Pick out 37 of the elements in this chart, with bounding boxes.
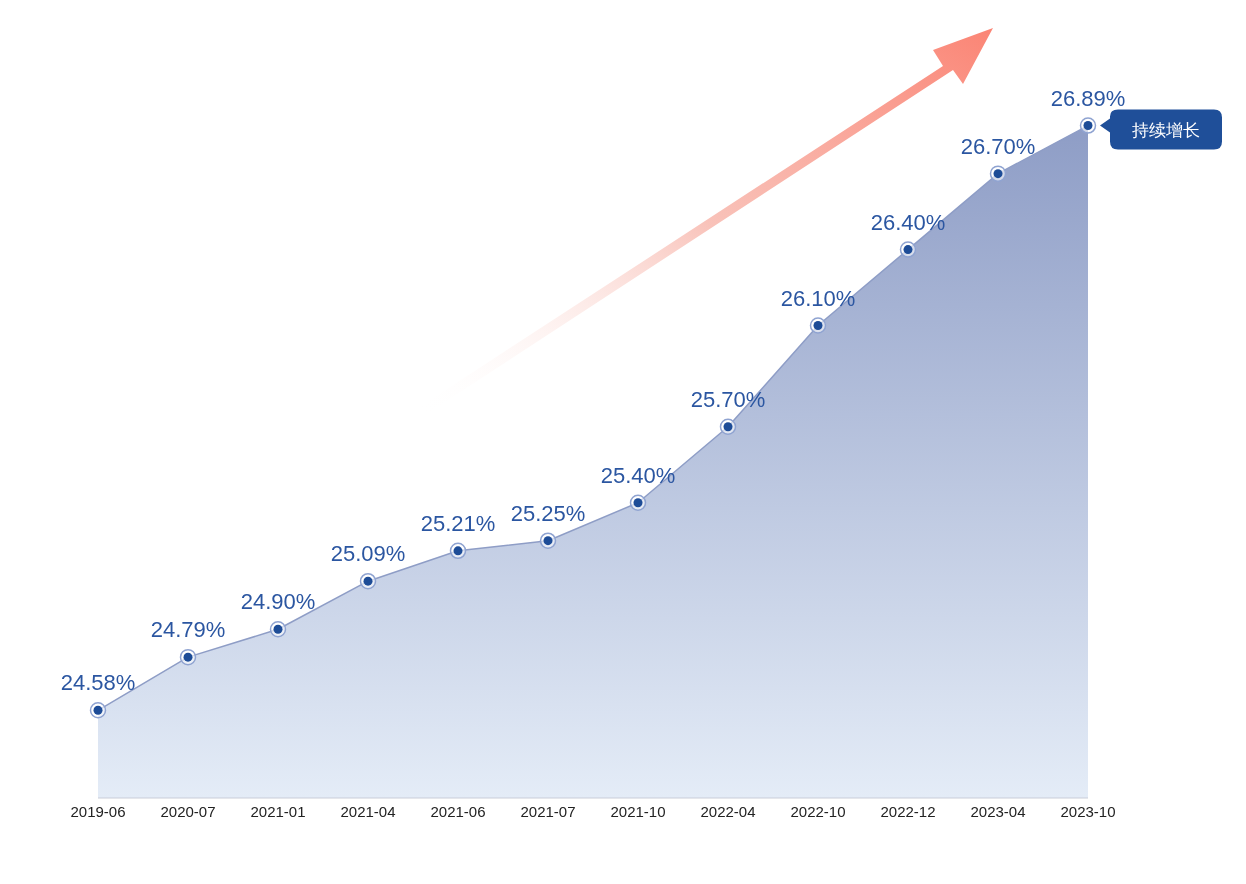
- data-label: 24.79%: [150, 617, 226, 643]
- annotation: 持续增长: [1132, 120, 1200, 140]
- point: [359, 572, 377, 590]
- data-label: 25.25%: [510, 500, 586, 526]
- point: [1079, 117, 1097, 134]
- x-tick-label: 2021-07: [520, 802, 576, 820]
- data-label: 25.21%: [420, 510, 496, 536]
- point: [539, 532, 557, 549]
- point: [449, 542, 467, 560]
- x-tick-label: 2021-10: [610, 802, 666, 820]
- x-tick-label: 2022-04: [700, 802, 756, 820]
- x-tick-label: 2020-07: [160, 802, 216, 820]
- x-tick-label: 2021-04: [340, 802, 396, 820]
- point: [89, 702, 107, 719]
- data-label: 26.89%: [1050, 85, 1126, 111]
- data-label: 26.70%: [960, 133, 1036, 159]
- data-label: 25.40%: [600, 462, 676, 488]
- data-label: 25.70%: [690, 386, 766, 412]
- data-label: 25.09%: [330, 541, 406, 567]
- x-tick-label: 2023-04: [970, 802, 1026, 820]
- point: [719, 418, 737, 436]
- data-label: 26.10%: [780, 285, 856, 311]
- point: [989, 165, 1007, 182]
- point: [629, 494, 647, 511]
- data-label: 24.58%: [60, 670, 136, 696]
- x-tick-label: 2021-01: [250, 802, 306, 820]
- x-tick-label: 2022-12: [880, 802, 936, 820]
- point: [269, 621, 287, 638]
- x-tick-label: 2021-06: [430, 802, 486, 820]
- x-tick-label: 2019-06: [70, 802, 126, 820]
- data-label: 26.40%: [870, 209, 946, 235]
- point: [899, 241, 917, 258]
- x-tick-label: 2022-10: [790, 802, 846, 820]
- point: [809, 317, 827, 334]
- x-tick-label: 2023-10: [1060, 802, 1116, 820]
- data-label: 24.90%: [240, 589, 316, 615]
- point: [179, 648, 197, 666]
